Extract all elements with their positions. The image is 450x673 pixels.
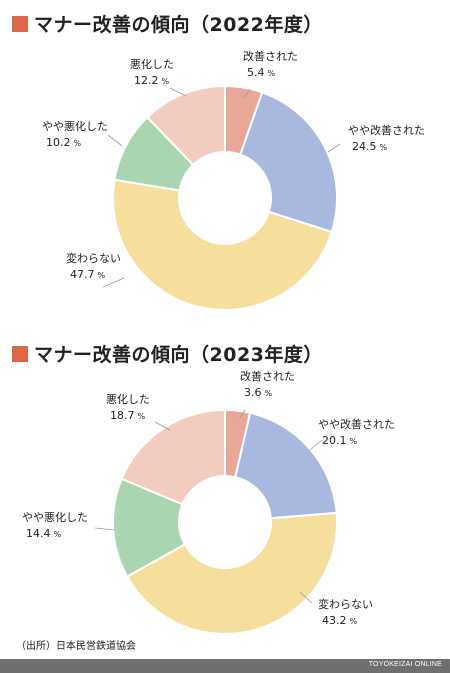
chart-title-2022: マナー改善の傾向（2022年度） xyxy=(12,10,323,37)
leader-line-slightly-improved xyxy=(327,143,341,153)
slice-label-unchanged: 変わらない xyxy=(318,597,373,611)
title-square-icon xyxy=(12,15,28,32)
leader-line-slightly-worse xyxy=(107,134,123,147)
slice-label-slightly-worse: やや悪化した xyxy=(22,510,88,524)
slice-value-slightly-improved: 24.5% xyxy=(352,140,388,153)
donut-chart-2023: 改善された 3.6 % やや改善された 20.1 % 変わらない 43.2 % やや悪化した 14.… xyxy=(22,370,395,635)
footer-brand: TOYOKEIZAI ONLINE xyxy=(368,661,442,668)
slice-slightly-improved xyxy=(239,91,338,234)
slice-label-improved: 改善された xyxy=(243,49,298,63)
slice-worse xyxy=(120,408,226,506)
slice-value-improved: 3.6% xyxy=(244,386,273,399)
leader-line-worse xyxy=(154,421,171,431)
chart-title-2022-text: マナー改善の傾向（2022年度） xyxy=(34,14,323,36)
slice-value-worse: 18.7% xyxy=(110,409,146,422)
leader-line-improved xyxy=(243,88,251,99)
chart-title-2023: マナー改善の傾向（2023年度） xyxy=(12,340,323,367)
slice-label-slightly-improved: やや改善された xyxy=(348,123,425,137)
slice-label-worse: 悪化した xyxy=(130,57,174,71)
leader-line-slightly-improved xyxy=(309,439,323,451)
slice-label-slightly-improved: やや改善された xyxy=(318,417,395,431)
slice-worse xyxy=(145,84,226,167)
slice-value-unchanged: 43.2% xyxy=(322,614,358,627)
slice-label-unchanged: 変わらない xyxy=(66,251,121,265)
leader-line-unchanged xyxy=(102,277,125,288)
leader-line-worse xyxy=(169,87,187,97)
slice-unchanged xyxy=(112,178,333,311)
leader-line-slightly-worse xyxy=(94,527,116,531)
slice-label-slightly-worse: やや悪化した xyxy=(42,119,108,133)
slice-value-slightly-worse: 10.2% xyxy=(46,136,82,149)
slice-value-worse: 12.2% xyxy=(134,74,170,87)
source-note: （出所）日本民営鉄道協会 xyxy=(16,641,136,652)
footer-bar: TOYOKEIZAI ONLINE xyxy=(0,659,450,673)
slice-label-improved: 改善された xyxy=(240,370,295,383)
chart-title-2023-text: マナー改善の傾向（2023年度） xyxy=(34,344,323,366)
title-square-icon xyxy=(12,345,28,362)
slice-label-worse: 悪化した xyxy=(106,392,150,406)
slice-slightly-improved xyxy=(234,411,338,520)
leader-line-unchanged xyxy=(299,591,313,604)
slice-value-unchanged: 47.7% xyxy=(70,268,106,281)
slice-unchanged xyxy=(125,511,338,635)
slice-value-slightly-improved: 20.1% xyxy=(322,434,358,447)
slice-value-improved: 5.4% xyxy=(247,66,276,79)
leader-line-improved xyxy=(239,409,246,418)
donut-chart-2022: 改善された 5.4 % やや改善された 24.5 % 変わらない 47.7 % やや悪化した 10.… xyxy=(42,49,425,311)
slice-value-slightly-worse: 14.4% xyxy=(26,527,62,540)
